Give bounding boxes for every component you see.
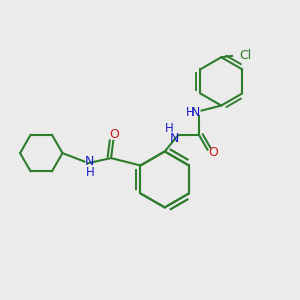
Text: O: O <box>109 128 119 141</box>
Text: N: N <box>170 132 179 145</box>
Text: H: H <box>186 106 195 119</box>
Text: Cl: Cl <box>239 49 251 62</box>
Text: N: N <box>191 106 200 119</box>
Text: H: H <box>165 122 174 135</box>
Text: H: H <box>86 166 95 179</box>
Text: N: N <box>85 154 94 167</box>
Text: O: O <box>208 146 218 159</box>
